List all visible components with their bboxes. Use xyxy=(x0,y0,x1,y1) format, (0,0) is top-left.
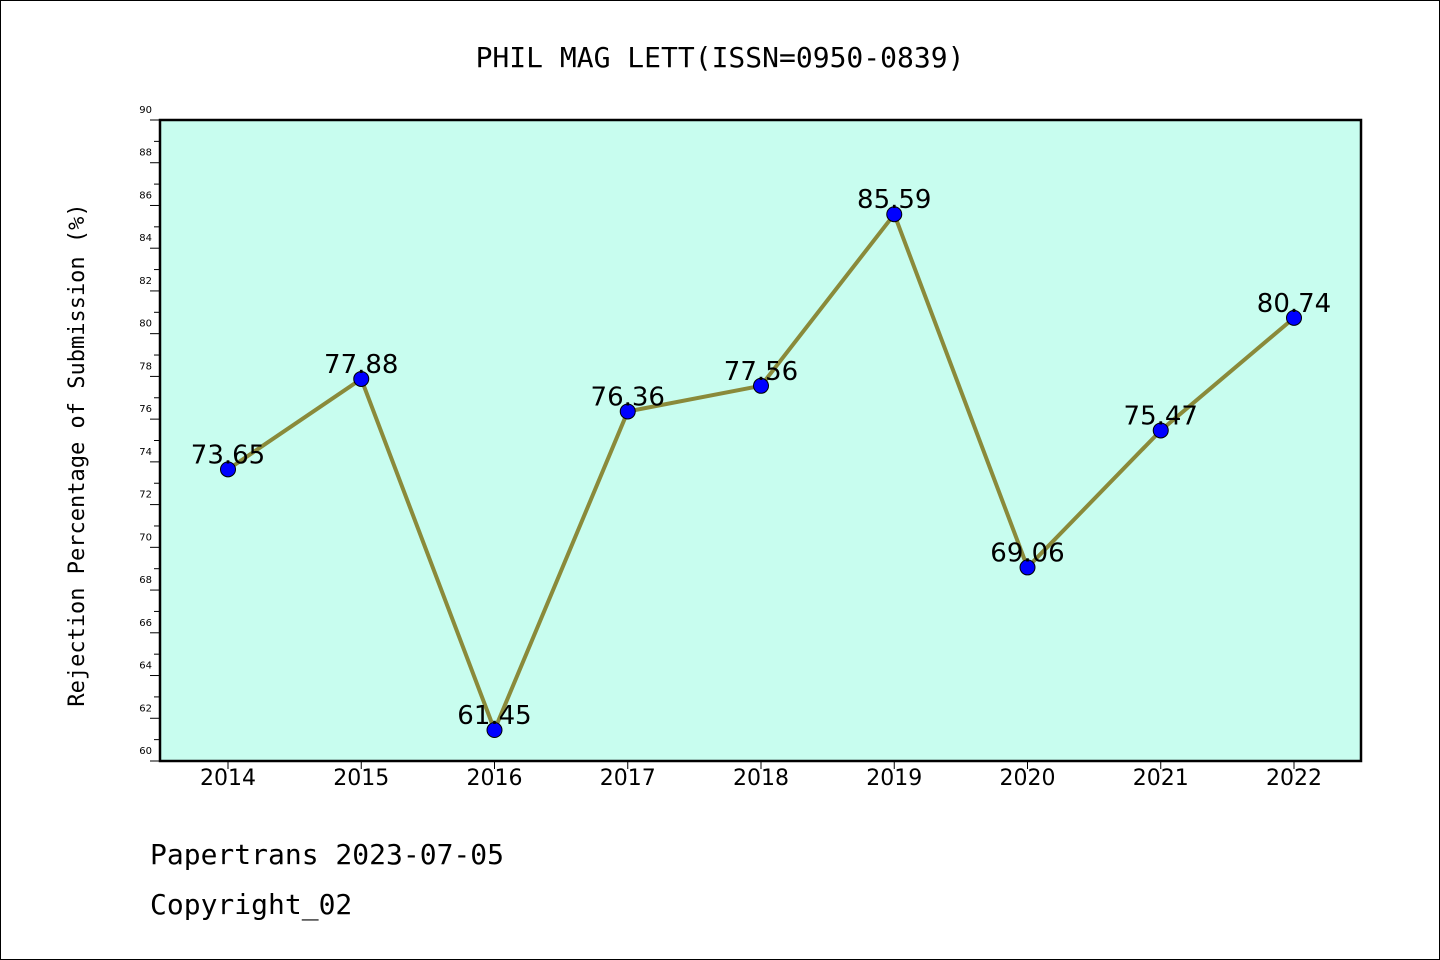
y-tick-label: 74 xyxy=(139,447,152,458)
footer-date: Papertrans 2023-07-05 xyxy=(150,838,504,871)
y-axis-label: Rejection Percentage of Submission (%) xyxy=(65,203,90,706)
chart-title: PHIL MAG LETT(ISSN=0950-0839) xyxy=(476,41,965,74)
data-point xyxy=(886,206,903,223)
y-axis: 60 62 64 66 68 70 72 74 76 78 80 82 84 86 88 90 xyxy=(139,105,160,762)
data-point xyxy=(753,377,769,394)
y-tick-label: 72 xyxy=(139,490,152,501)
data-label: 61.45 xyxy=(457,701,531,731)
data-point xyxy=(1286,309,1302,326)
y-tick-label: 88 xyxy=(139,148,152,159)
x-tick-label: 2017 xyxy=(600,766,656,791)
y-tick-label: 84 xyxy=(139,233,152,244)
y-tick-label: 76 xyxy=(139,404,152,415)
y-tick-label: 62 xyxy=(139,703,152,714)
data-label: 77.88 xyxy=(324,350,398,380)
data-label: 75.47 xyxy=(1124,401,1198,431)
x-tick-label: 2016 xyxy=(467,766,523,791)
x-tick-label: 2015 xyxy=(333,766,389,791)
y-tick-label: 68 xyxy=(139,575,152,586)
x-tick-label: 2014 xyxy=(200,766,256,791)
y-tick-label: 60 xyxy=(139,746,152,757)
x-tick-label: 2018 xyxy=(733,766,789,791)
data-point xyxy=(486,722,503,739)
y-tick-label: 80 xyxy=(139,319,152,330)
data-label: 85.59 xyxy=(857,185,931,215)
footer-copyright: Copyright_02 xyxy=(150,888,352,922)
x-tick-label: 2021 xyxy=(1133,766,1189,791)
data-point xyxy=(1019,559,1036,576)
data-point xyxy=(353,370,370,387)
data-point xyxy=(619,403,636,420)
y-tick-label: 86 xyxy=(139,190,152,201)
data-label: 69.06 xyxy=(990,538,1064,568)
x-tick-label: 2022 xyxy=(1266,766,1322,791)
y-tick-label: 66 xyxy=(139,618,152,629)
data-markers xyxy=(220,206,1302,739)
y-tick-label: 64 xyxy=(139,661,152,672)
data-label: 77.56 xyxy=(724,357,798,387)
x-tick-label: 2019 xyxy=(866,766,922,791)
y-tick-label: 82 xyxy=(139,276,152,287)
data-point xyxy=(220,461,236,478)
plot-area xyxy=(158,118,1363,763)
data-point xyxy=(1152,422,1169,439)
data-label: 80.74 xyxy=(1257,289,1331,319)
x-tick-label: 2020 xyxy=(1000,766,1056,791)
x-axis: 2014 2015 2016 2017 2018 2019 2020 2021 2022 xyxy=(200,761,1322,791)
y-tick-label: 90 xyxy=(139,105,152,116)
data-labels: 73.65 77.88 61.45 76.36 77.56 85.59 69.06 75.47… xyxy=(191,185,1331,731)
data-label: 76.36 xyxy=(591,382,665,412)
data-label: 73.65 xyxy=(191,440,265,470)
y-tick-label: 78 xyxy=(139,361,152,372)
y-tick-label: 70 xyxy=(139,532,152,543)
